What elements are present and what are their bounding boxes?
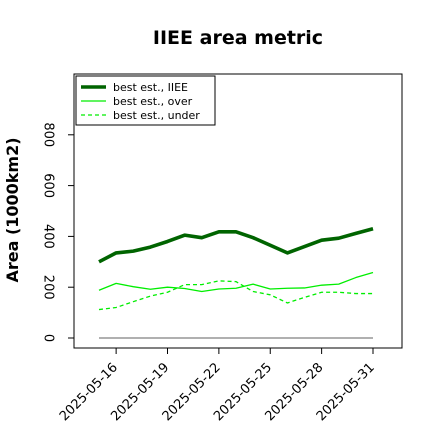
chart-title: IIEE area metric <box>153 27 323 49</box>
series-line <box>98 227 374 264</box>
series-layer <box>98 227 374 339</box>
series-line <box>98 271 374 293</box>
legend-label: best est., IIEE <box>113 81 188 94</box>
y-axis-label: Area (1000km2) <box>3 137 22 282</box>
legend-label: best est., over <box>113 95 193 108</box>
x-axis: 2025-05-162025-05-192025-05-222025-05-25… <box>57 348 378 424</box>
series-line <box>98 280 373 311</box>
plot-area <box>73 73 403 349</box>
y-tick-label: 800 <box>41 122 56 147</box>
legend-label: best est., under <box>113 109 200 122</box>
y-tick-label: 400 <box>41 224 56 249</box>
y-tick-label: 0 <box>41 334 56 342</box>
y-tick-label: 200 <box>41 275 56 300</box>
y-tick-label: 600 <box>41 173 56 198</box>
y-axis: 0 200 400 600 800 <box>41 122 74 342</box>
